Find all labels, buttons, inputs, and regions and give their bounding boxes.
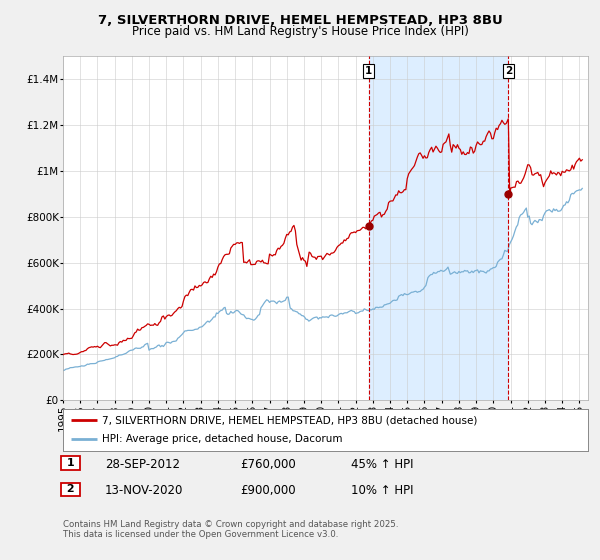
Text: 1: 1 (365, 66, 372, 76)
Text: Price paid vs. HM Land Registry's House Price Index (HPI): Price paid vs. HM Land Registry's House … (131, 25, 469, 38)
Text: 1: 1 (63, 458, 79, 468)
Text: 7, SILVERTHORN DRIVE, HEMEL HEMPSTEAD, HP3 8BU (detached house): 7, SILVERTHORN DRIVE, HEMEL HEMPSTEAD, H… (103, 415, 478, 425)
Text: HPI: Average price, detached house, Dacorum: HPI: Average price, detached house, Daco… (103, 435, 343, 445)
Text: 7, SILVERTHORN DRIVE, HEMEL HEMPSTEAD, HP3 8BU: 7, SILVERTHORN DRIVE, HEMEL HEMPSTEAD, H… (98, 14, 502, 27)
Text: 10% ↑ HPI: 10% ↑ HPI (351, 484, 413, 497)
Bar (368, 56, 508, 400)
Text: 28-SEP-2012: 28-SEP-2012 (105, 458, 180, 471)
Text: Contains HM Land Registry data © Crown copyright and database right 2025.
This d: Contains HM Land Registry data © Crown c… (63, 520, 398, 539)
Text: 45% ↑ HPI: 45% ↑ HPI (351, 458, 413, 471)
Text: 2: 2 (505, 66, 512, 76)
Text: 13-NOV-2020: 13-NOV-2020 (105, 484, 184, 497)
Text: £900,000: £900,000 (240, 484, 296, 497)
Text: £760,000: £760,000 (240, 458, 296, 471)
Text: 2: 2 (63, 484, 79, 494)
